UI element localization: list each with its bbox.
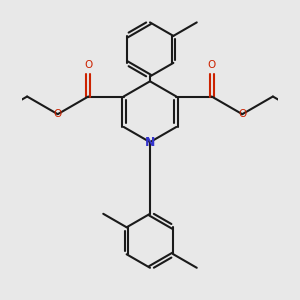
Text: O: O (208, 61, 216, 70)
Text: N: N (145, 136, 155, 148)
Text: O: O (54, 109, 62, 119)
Text: O: O (84, 61, 92, 70)
Text: O: O (238, 109, 246, 119)
